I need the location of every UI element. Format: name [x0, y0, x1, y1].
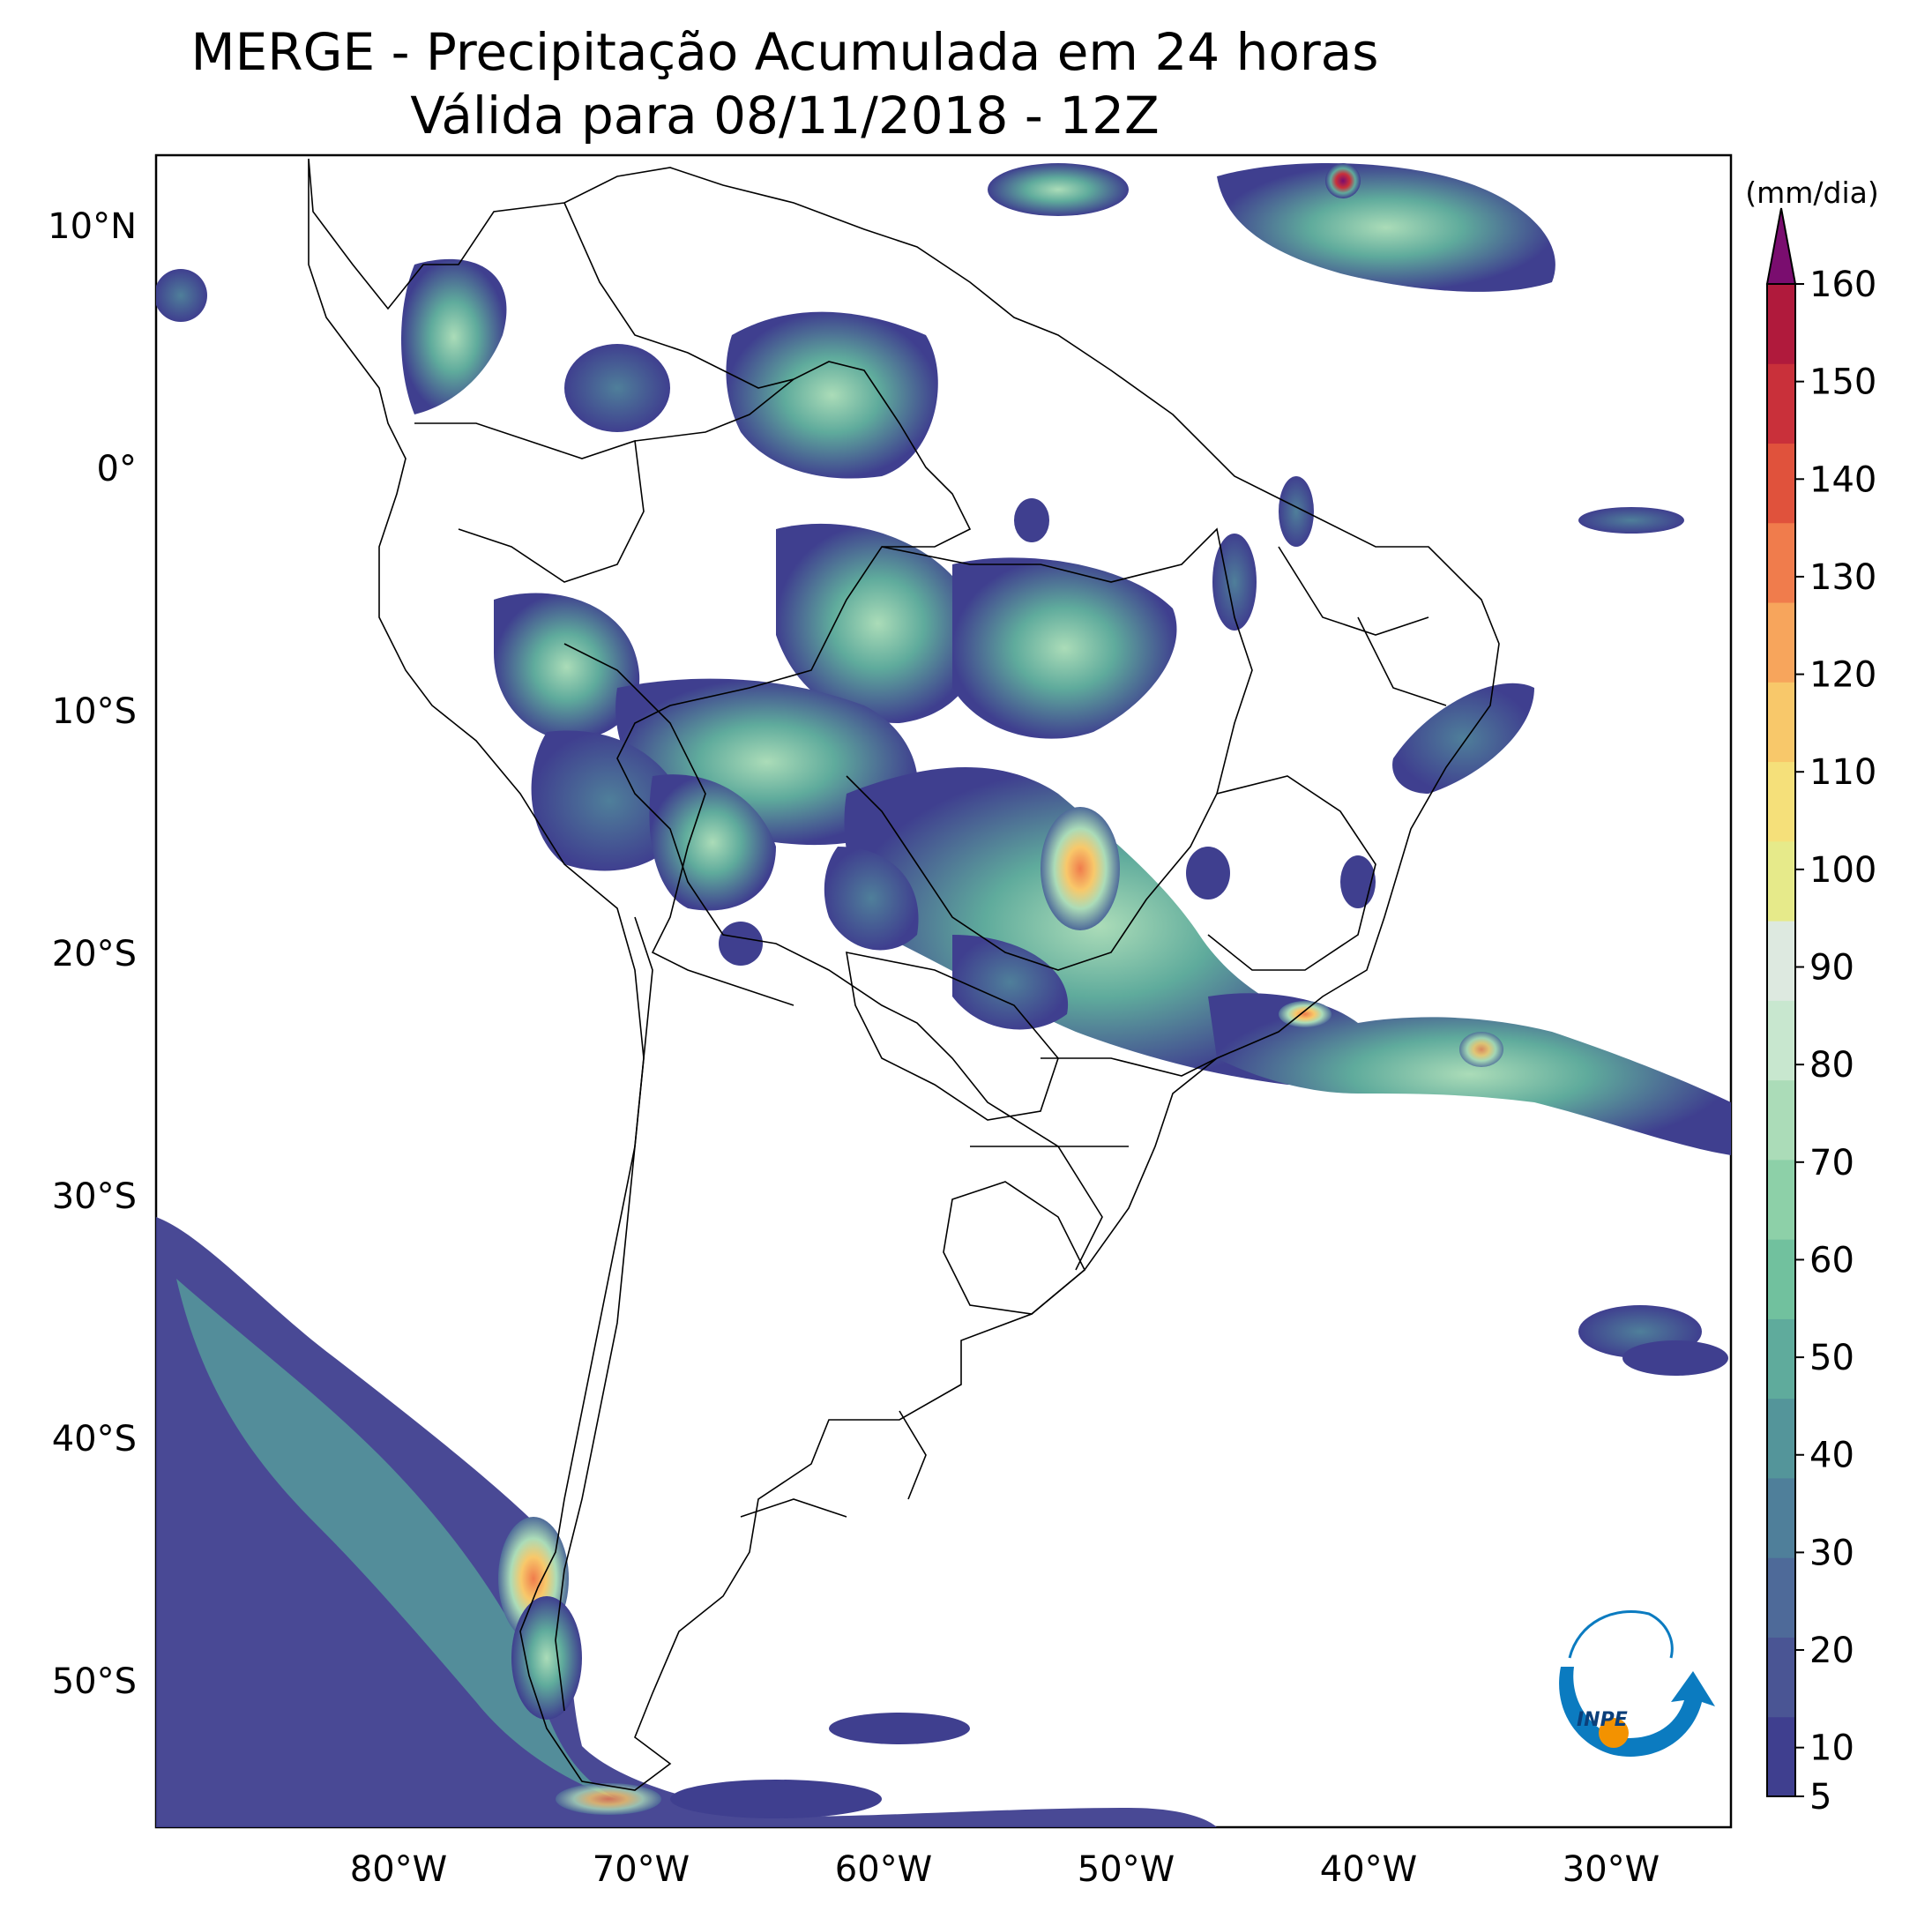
- precipitation-field: [156, 163, 1731, 1827]
- colorbar-segment: [1767, 1557, 1795, 1638]
- south-america-coast: [308, 158, 1500, 1791]
- precip-area-north-atlantic: [1217, 163, 1555, 292]
- lat-label: 20°S: [52, 934, 137, 974]
- lon-label: 40°W: [1320, 1849, 1417, 1890]
- colorbar-segment: [1767, 1637, 1795, 1718]
- colorbar-tick-label: 150: [1809, 362, 1876, 403]
- latitude-labels: 10°N 0° 10°S 20°S 30°S 40°S 50°S: [48, 206, 137, 1702]
- precip-area-southeast: [1208, 993, 1731, 1155]
- colorbar-tick-label: 20: [1809, 1631, 1854, 1671]
- colorbar-tick-label: 100: [1809, 850, 1876, 891]
- lon-label: 60°W: [835, 1849, 932, 1890]
- precip-area-amazon-west: [494, 593, 640, 741]
- colorbar-segment: [1767, 761, 1795, 842]
- paraguay-border: [846, 951, 1059, 1121]
- colorbar-segment: [1767, 1318, 1795, 1400]
- lat-label: 0°: [97, 449, 137, 489]
- colorbar-tick-label: 110: [1809, 752, 1876, 793]
- lat-label: 50°S: [52, 1661, 137, 1702]
- precip-area-colombia: [401, 258, 507, 414]
- colorbar-segments: [1767, 284, 1795, 1797]
- colorbar-segment: [1767, 1716, 1795, 1797]
- colorbar-tick-label: 50: [1809, 1338, 1854, 1378]
- colombia-border: [414, 422, 645, 583]
- lat-label: 30°S: [52, 1176, 137, 1217]
- colorbar-segment: [1767, 284, 1795, 364]
- colorbar-segment: [1767, 1239, 1795, 1319]
- colorbar-ticks: 5 10 20 30 40 50 60 70 80 90 100 110 120 130 140 150 160: [1795, 265, 1876, 1818]
- colorbar-tick-label: 10: [1809, 1728, 1854, 1769]
- colorbar-segment: [1767, 1159, 1795, 1240]
- map-subtitle: Válida para 08/11/2018 - 12Z: [410, 86, 1160, 146]
- precip-area-patagonia-mid: [176, 1279, 617, 1799]
- precip-hotspot-rio: [1279, 1001, 1332, 1027]
- brazil-border: [616, 361, 1103, 1271]
- precip-area-amazon-east: [952, 557, 1177, 739]
- colorbar-segment: [1767, 1079, 1795, 1161]
- lat-label: 40°S: [52, 1419, 137, 1459]
- precip-hotspot-goias: [1041, 807, 1120, 930]
- colorbar-segment: [1767, 682, 1795, 763]
- country-borders: [308, 158, 1500, 1791]
- map-title: MERGE - Precipitação Acumulada em 24 hor…: [190, 22, 1379, 82]
- uruguay-border: [943, 1181, 1085, 1315]
- lon-label: 50°W: [1078, 1849, 1175, 1890]
- colorbar-tick-label: 70: [1809, 1143, 1854, 1183]
- colorbar-tick-label: 140: [1809, 459, 1876, 500]
- colorbar-segment: [1767, 1477, 1795, 1558]
- colorbar-tick-label: 80: [1809, 1045, 1854, 1086]
- colorbar-tick-label: 5: [1809, 1777, 1831, 1818]
- colorbar-tick-label: 120: [1809, 655, 1876, 696]
- lon-label: 70°W: [593, 1849, 690, 1890]
- colorbar-segment: [1767, 522, 1795, 603]
- colorbar-tick-label: 160: [1809, 265, 1876, 305]
- colorbar-segment: [1767, 840, 1795, 922]
- precip-area-amazon-central: [776, 523, 981, 723]
- argentina-chile-border: [555, 916, 653, 1712]
- precip-hotspot-atlantic: [1325, 163, 1361, 198]
- colorbar-segment: [1767, 1000, 1795, 1081]
- peru-bolivia-border: [563, 643, 794, 1006]
- precip-area-patagonia: [156, 1217, 1217, 1827]
- colorbar-extend-arrow: [1765, 207, 1797, 285]
- colorbar-outline: [1766, 283, 1796, 1797]
- lat-label: 10°N: [48, 206, 137, 247]
- colorbar-segment: [1767, 921, 1795, 1001]
- colorbar-tick-label: 30: [1809, 1533, 1854, 1573]
- colorbar: (mm/dia) 5 10 20 30 40 50 60 70 80 90 100 110 120 130…: [1745, 175, 1879, 1818]
- lon-label: 30°W: [1563, 1849, 1660, 1890]
- colorbar-tick-label: 60: [1809, 1240, 1854, 1280]
- colorbar-segment: [1767, 1398, 1795, 1479]
- inpe-logo-text: INPE: [1577, 1709, 1628, 1731]
- lat-label: 10°S: [52, 691, 137, 732]
- precip-area-guianas: [726, 311, 938, 479]
- colorbar-tick-label: 40: [1809, 1436, 1854, 1476]
- longitude-labels: 80°W 70°W 60°W 50°W 40°W 30°W: [350, 1849, 1660, 1890]
- colorbar-segment: [1767, 602, 1795, 683]
- colorbar-tick-label: 90: [1809, 948, 1854, 989]
- inpe-logo: INPE: [1559, 1609, 1715, 1757]
- colorbar-tick-label: 130: [1809, 557, 1876, 598]
- colorbar-segment: [1767, 363, 1795, 444]
- venezuela-border: [563, 202, 794, 389]
- colorbar-segment: [1767, 443, 1795, 524]
- lon-label: 80°W: [350, 1849, 447, 1890]
- colorbar-unit: (mm/dia): [1745, 175, 1879, 210]
